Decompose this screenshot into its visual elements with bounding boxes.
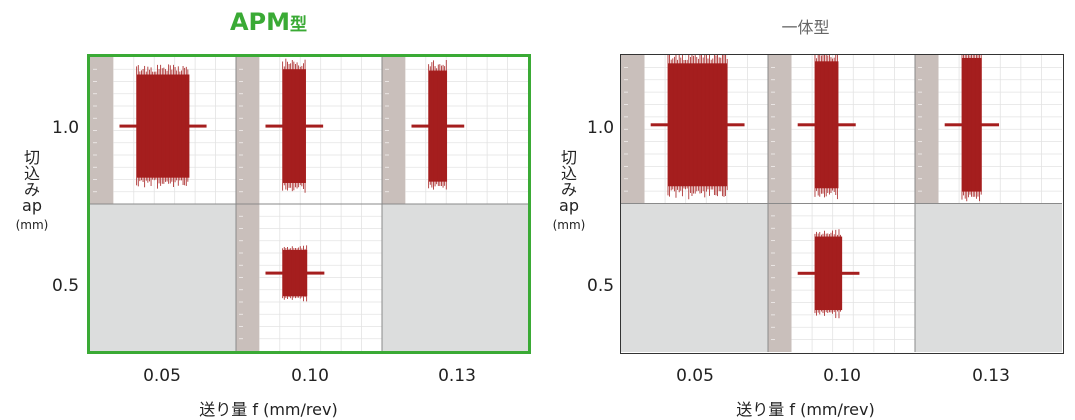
y-tick-1-0: 1.0 — [52, 118, 80, 138]
vibration-waveform — [136, 74, 190, 178]
apm-chart-panel: APM型 切 込 み ap (mm) 1.0 0.5 0.05 0.10 0.1… — [0, 0, 537, 419]
x-axis-label: 送り量 f (mm/rev) — [199, 400, 338, 419]
chart-title-apm: APM型 — [229, 8, 308, 36]
waveform-grid — [621, 55, 1062, 352]
chart-plot-area — [87, 54, 531, 354]
chart-cell — [382, 57, 528, 204]
x-tick-0-13: 0.13 — [438, 366, 476, 386]
chart-cell — [90, 204, 236, 351]
x-tick-0-05: 0.05 — [143, 366, 181, 386]
x-tick-0-13: 0.13 — [972, 366, 1010, 386]
y-tick-1-0: 1.0 — [587, 118, 615, 138]
y-tick-0-5: 0.5 — [587, 276, 615, 296]
chart-cell — [621, 55, 768, 204]
chart-cell — [768, 203, 915, 352]
y-tick-0-5: 0.5 — [52, 276, 80, 296]
untested-cell — [915, 203, 1062, 352]
chart-title-monolithic: 一体型 — [781, 18, 830, 37]
chart-cell — [90, 57, 236, 204]
waveform-grid — [90, 57, 528, 351]
chart-cell — [621, 203, 768, 352]
y-axis-label: 切 込 み ap (mm) — [552, 148, 586, 233]
x-tick-0-10: 0.10 — [291, 366, 329, 386]
chart-plot-area — [620, 54, 1064, 354]
chart-cell — [236, 204, 382, 351]
x-axis-label: 送り量 f (mm/rev) — [736, 400, 875, 419]
chart-cell — [382, 204, 528, 351]
monolithic-chart-panel: 一体型 切 込 み ap (mm) 1.0 0.5 0.05 0.10 0.13… — [537, 0, 1074, 419]
chart-cell — [915, 55, 1062, 204]
x-tick-0-05: 0.05 — [676, 366, 714, 386]
vibration-waveform — [667, 63, 728, 187]
x-tick-0-10: 0.10 — [823, 366, 861, 386]
untested-cell — [90, 204, 236, 351]
y-axis-label: 切 込 み ap (mm) — [15, 148, 49, 233]
untested-cell — [382, 204, 528, 351]
vibration-waveform — [814, 236, 843, 311]
chart-cell — [236, 57, 382, 204]
chart-cell — [768, 55, 915, 204]
untested-cell — [621, 203, 768, 352]
chart-cell — [915, 203, 1062, 352]
